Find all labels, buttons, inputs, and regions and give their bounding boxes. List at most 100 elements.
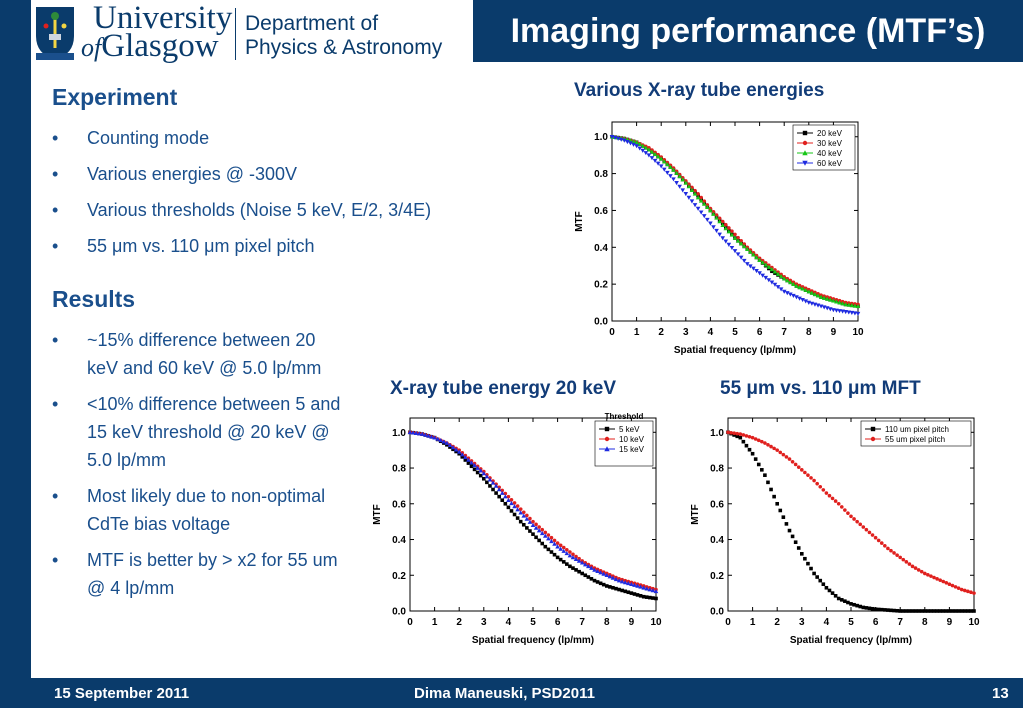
data-point — [571, 566, 575, 570]
data-point — [711, 225, 716, 230]
data-point — [720, 236, 725, 241]
y-tick-label: 0.2 — [710, 571, 724, 582]
data-point — [929, 609, 933, 613]
university-name-line1: University — [93, 0, 233, 36]
data-point — [791, 281, 796, 286]
data-point — [654, 596, 658, 601]
data-point — [515, 507, 520, 512]
data-point — [711, 210, 716, 214]
data-point — [812, 291, 818, 297]
data-point — [916, 568, 921, 572]
data-point — [796, 465, 801, 469]
x-axis-label: Spatial frequency (lp/mm) — [790, 635, 912, 646]
data-point — [531, 519, 535, 524]
data-point — [742, 242, 747, 246]
data-point — [744, 434, 749, 438]
data-point — [803, 299, 809, 304]
data-point — [892, 551, 896, 555]
y-tick-label: 0.2 — [392, 571, 406, 582]
experiment-list: • Counting mode • Various energies @ -300V… — [52, 124, 532, 268]
data-point — [827, 588, 832, 593]
data-point — [969, 590, 973, 595]
data-point — [655, 161, 661, 166]
data-point — [661, 167, 667, 172]
left-accent-bar — [0, 0, 31, 708]
data-point — [469, 464, 474, 469]
data-point — [640, 148, 646, 153]
legend-marker — [802, 150, 808, 156]
data-point — [753, 457, 758, 461]
y-axis-label: MTF — [372, 504, 383, 525]
data-point — [735, 434, 740, 439]
data-point — [784, 278, 790, 283]
university-name-line2: ofGlasgow — [81, 28, 219, 65]
data-point — [644, 586, 650, 591]
data-point — [564, 551, 570, 556]
data-point — [950, 583, 955, 588]
bullet-icon: • — [52, 128, 59, 148]
list-item-text: Various thresholds (Noise 5 keV, E/2, 3/… — [87, 200, 432, 220]
data-point — [754, 268, 759, 274]
data-point — [919, 609, 924, 613]
data-point — [604, 572, 610, 578]
data-point — [705, 204, 710, 210]
data-point — [744, 443, 749, 448]
legend-marker — [870, 436, 876, 442]
data-point — [735, 431, 740, 436]
data-point — [568, 564, 572, 569]
data-point — [796, 546, 801, 550]
bullet-icon: • — [52, 200, 59, 220]
data-point — [689, 199, 695, 204]
data-point — [720, 219, 725, 224]
mtf-pixel-pitch-chart: 0 1 2 3 4 5 6 7 8 9 10 0.0 0.2 0.4 0.6 0.8 1.0 Spatial fr… — [690, 417, 980, 646]
data-point — [886, 546, 890, 551]
data-point — [867, 530, 872, 535]
list-item-text: ~15% difference between 20 keV and 60 ke… — [87, 330, 322, 378]
data-point — [680, 188, 686, 193]
data-point — [577, 569, 581, 574]
data-point — [608, 585, 612, 589]
data-point — [904, 609, 909, 613]
legend-marker — [870, 426, 876, 432]
series-55-um-pixel-pitch — [726, 430, 976, 595]
footer-date: 15 September 2011 — [54, 685, 190, 702]
x-axis-label: Spatial frequency (lp/mm) — [674, 345, 796, 356]
data-point — [738, 435, 743, 440]
data-point — [475, 465, 480, 470]
data-point — [729, 232, 735, 237]
data-point — [714, 213, 719, 217]
data-point — [652, 158, 658, 163]
data-point — [525, 513, 529, 518]
data-point — [711, 211, 716, 216]
data-point — [913, 566, 918, 570]
data-point — [726, 430, 730, 435]
data-point — [947, 609, 952, 613]
list-item-text: MTF is better by > x2 for 55 um @ 4 lp/m… — [87, 550, 338, 598]
data-point — [760, 468, 764, 472]
data-point — [834, 299, 839, 304]
data-point — [809, 566, 813, 571]
page-number: 13 — [992, 685, 1009, 702]
x-tick-label: 7 — [781, 327, 787, 338]
data-point — [518, 510, 523, 515]
data-point — [549, 539, 554, 544]
data-point — [757, 271, 762, 276]
bullet-icon: • — [52, 486, 59, 506]
data-point — [855, 311, 861, 316]
data-point — [766, 443, 770, 447]
data-point — [794, 295, 799, 300]
data-point — [898, 609, 902, 613]
legend-marker — [802, 130, 808, 136]
data-point — [830, 591, 835, 595]
x-tick-label: 9 — [947, 617, 953, 628]
data-point — [629, 581, 634, 586]
department-line2: Physics & Astronomy — [245, 36, 443, 59]
data-point — [800, 286, 805, 291]
data-point — [622, 138, 627, 143]
data-point — [648, 595, 652, 600]
data-point — [702, 199, 707, 204]
data-point — [781, 289, 787, 294]
data-point — [635, 583, 640, 588]
data-point — [708, 208, 713, 213]
data-point — [797, 285, 802, 290]
